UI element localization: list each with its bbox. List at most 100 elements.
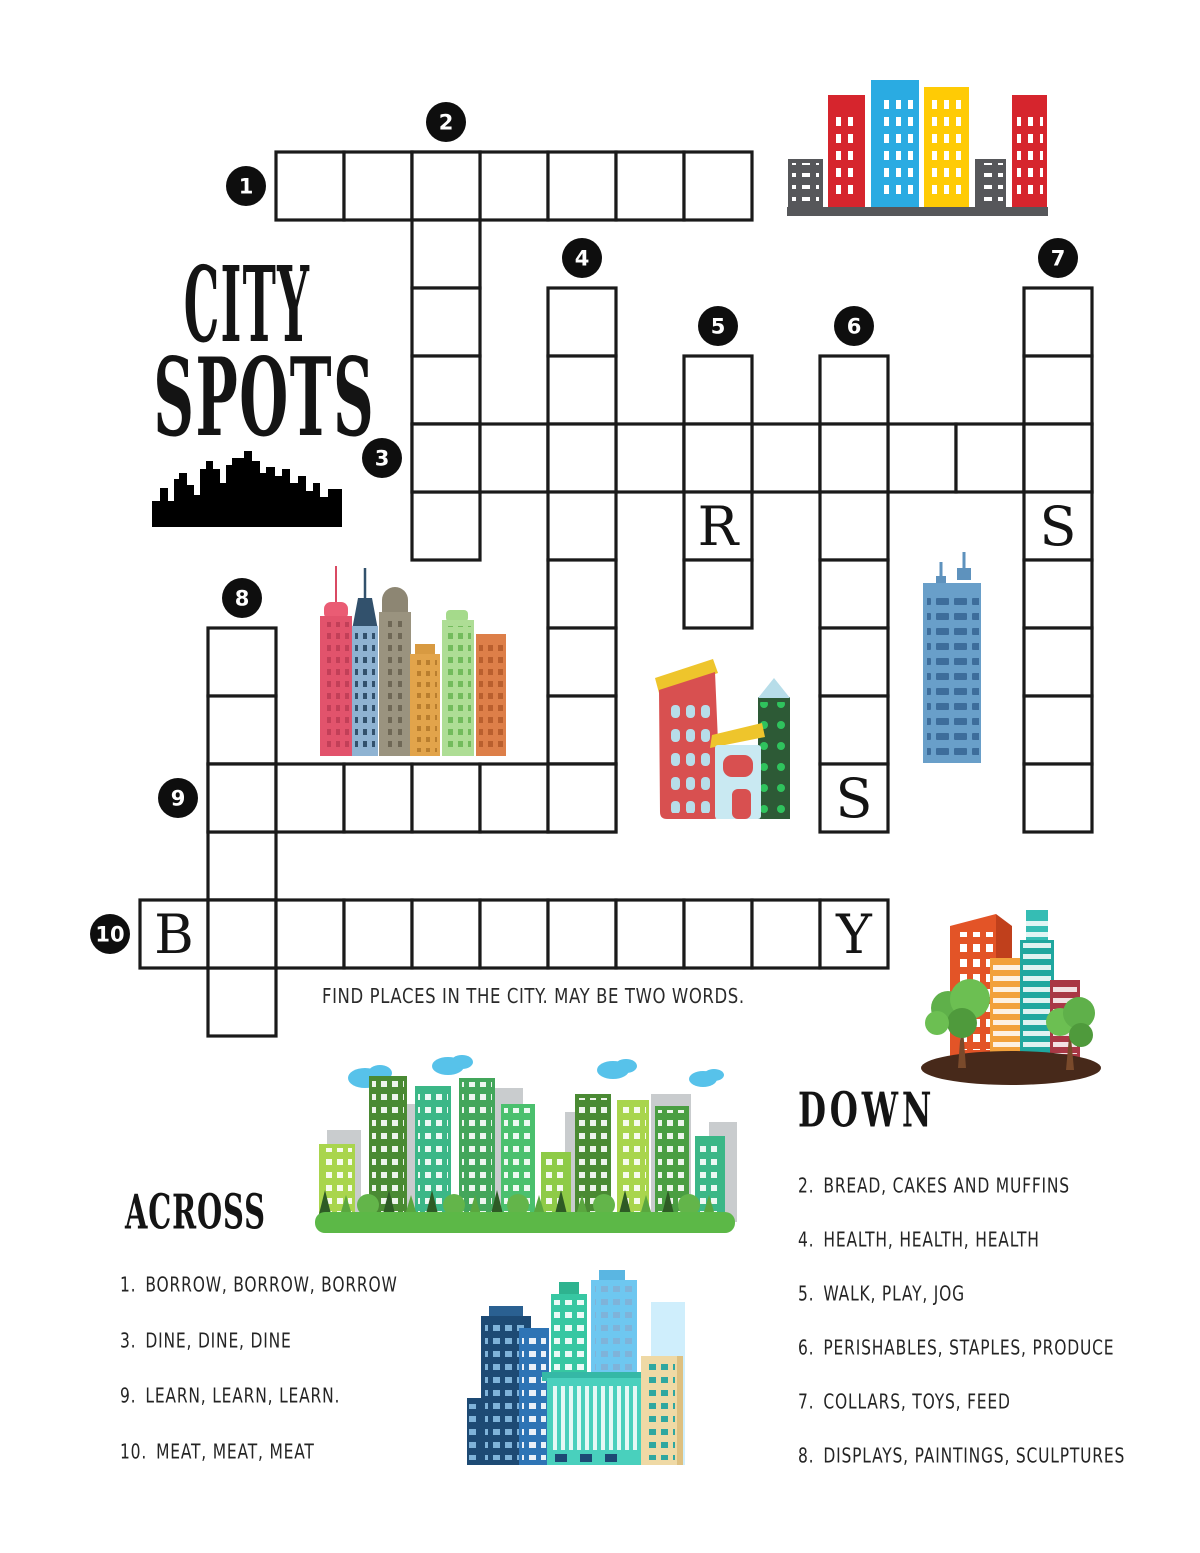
grid-cell[interactable] (818, 558, 890, 630)
across-clue-9: 9. LEARN, LEARN, LEARN. (120, 1361, 398, 1433)
grid-cell[interactable] (614, 150, 686, 222)
city-blocks-illustration-top-right (785, 62, 1050, 218)
grid-cell[interactable] (682, 422, 754, 494)
grid-cell[interactable] (274, 150, 346, 222)
grid-cell[interactable] (682, 490, 754, 562)
grid-cell[interactable] (478, 422, 550, 494)
grid-cell[interactable] (478, 762, 550, 834)
grid-cell[interactable] (546, 898, 618, 970)
grid-cell[interactable] (886, 422, 958, 494)
grid-cell[interactable] (546, 626, 618, 698)
puzzle-instruction: FIND PLACES IN THE CITY. MAY BE TWO WORD… (322, 984, 745, 1008)
clue-text: PERISHABLES, STAPLES, PRODUCE (823, 1336, 1115, 1360)
grid-cell[interactable] (1022, 354, 1094, 426)
grid-cell[interactable] (342, 150, 414, 222)
grid-cell[interactable] (546, 286, 618, 358)
clue-text: HEALTH, HEALTH, HEALTH (823, 1228, 1040, 1252)
grid-cell[interactable] (410, 898, 482, 970)
clue-number: 4. (798, 1228, 815, 1252)
clue-number-badge: 4 (562, 238, 602, 278)
across-heading: ACROSS (125, 1185, 266, 1241)
grid-cell[interactable] (546, 558, 618, 630)
down-clue-4: 4. HEALTH, HEALTH, HEALTH (798, 1205, 1125, 1275)
grid-cell[interactable] (410, 218, 482, 290)
clue-number-badge-label: 10 (95, 923, 124, 947)
page-title-line2: SPOTS (153, 333, 376, 461)
clue-text: DISPLAYS, PAINTINGS, SCULPTURES (823, 1444, 1126, 1468)
grid-cell[interactable] (274, 898, 346, 970)
down-clue-6: 6. PERISHABLES, STAPLES, PRODUCE (798, 1313, 1125, 1383)
grid-cell[interactable] (1022, 422, 1094, 494)
clue-number: 10. (120, 1439, 148, 1463)
grid-cell[interactable] (682, 354, 754, 426)
grid-cell[interactable] (410, 490, 482, 562)
grid-cell[interactable] (1022, 286, 1094, 358)
grid-cell[interactable] (410, 422, 482, 494)
grid-cell[interactable] (818, 898, 890, 970)
grid-cell[interactable] (818, 354, 890, 426)
grid-cell[interactable] (682, 898, 754, 970)
grid-cell[interactable] (410, 762, 482, 834)
grid-cell[interactable] (818, 626, 890, 698)
grid-cell[interactable] (410, 150, 482, 222)
clue-number: 9. (120, 1384, 137, 1408)
prefilled-letter: S (836, 767, 873, 830)
grid-cell[interactable] (206, 966, 278, 1038)
grid-cell[interactable] (614, 898, 686, 970)
clue-number: 8. (798, 1444, 815, 1468)
grid-cell[interactable] (818, 422, 890, 494)
grid-cell[interactable] (818, 490, 890, 562)
grid-cell[interactable] (546, 762, 618, 834)
clue-number-badge-label: 3 (375, 447, 390, 471)
clue-number-badge-label: 9 (171, 787, 186, 811)
grid-cell[interactable] (206, 762, 278, 834)
grid-cell[interactable] (206, 626, 278, 698)
prefilled-letter: R (698, 495, 740, 558)
clue-text: DINE, DINE, DINE (145, 1328, 292, 1352)
grid-cell[interactable] (546, 150, 618, 222)
across-clue-10: 10. MEAT, MEAT, MEAT (120, 1416, 398, 1488)
grid-cell[interactable] (682, 558, 754, 630)
grid-cell[interactable] (342, 898, 414, 970)
grid-cell[interactable] (1022, 558, 1094, 630)
prefilled-letter: S (1040, 495, 1077, 558)
prefilled-letter: B (154, 903, 194, 966)
clue-number: 1. (120, 1273, 137, 1297)
grid-cell[interactable] (478, 898, 550, 970)
skyline-silhouette-illustration (152, 441, 342, 527)
grid-cell[interactable] (750, 898, 822, 970)
grid-cell[interactable] (342, 762, 414, 834)
grid-cell[interactable] (274, 762, 346, 834)
grid-cell[interactable] (1022, 762, 1094, 834)
grid-cell[interactable] (614, 422, 686, 494)
grid-cell[interactable] (138, 898, 210, 970)
grid-cell[interactable] (546, 422, 618, 494)
down-clue-7: 7. COLLARS, TOYS, FEED (798, 1367, 1125, 1437)
clue-number-badge-label: 7 (1051, 247, 1066, 271)
grid-cell[interactable] (818, 694, 890, 766)
grid-cell[interactable] (546, 354, 618, 426)
grid-cell[interactable] (1022, 694, 1094, 766)
grid-cell[interactable] (546, 490, 618, 562)
clue-number: 3. (120, 1328, 137, 1352)
grid-cell[interactable] (750, 422, 822, 494)
grid-cell[interactable] (1022, 626, 1094, 698)
grid-cell[interactable] (682, 150, 754, 222)
grid-cell[interactable] (206, 694, 278, 766)
clue-number-badge-label: 6 (847, 315, 862, 339)
blue-skyscraper-illustration (916, 550, 986, 766)
clue-number-badge: 8 (222, 578, 262, 618)
grid-cell[interactable] (818, 762, 890, 834)
grid-cell[interactable] (546, 694, 618, 766)
grid-cell[interactable] (206, 830, 278, 902)
grid-cell[interactable] (206, 898, 278, 970)
blue-cityscape-illustration (455, 1270, 695, 1482)
grid-cell[interactable] (410, 354, 482, 426)
grid-cell[interactable] (410, 286, 482, 358)
grid-cell[interactable] (478, 150, 550, 222)
down-clue-5: 5. WALK, PLAY, JOG (798, 1259, 1125, 1329)
grid-cell[interactable] (954, 422, 1026, 494)
grid-cell[interactable] (1022, 490, 1094, 562)
